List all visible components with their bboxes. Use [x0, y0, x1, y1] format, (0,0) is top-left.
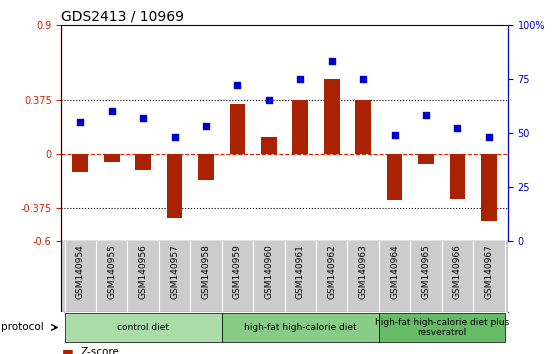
Point	[484, 134, 493, 140]
Bar	[167, 154, 182, 218]
Text: high-fat high-calorie diet: high-fat high-calorie diet	[244, 323, 357, 332]
Bar	[481, 154, 497, 221]
Text: GSM140965: GSM140965	[421, 244, 431, 299]
Text: Z-score: Z-score	[81, 347, 120, 354]
Point	[138, 115, 147, 120]
Point	[233, 82, 242, 88]
Point	[201, 124, 210, 129]
Text: GSM140957: GSM140957	[170, 244, 179, 299]
Bar	[222, 313, 379, 342]
Text: GSM140962: GSM140962	[327, 244, 336, 299]
Point	[107, 108, 116, 114]
Text: GSM140960: GSM140960	[264, 244, 273, 299]
Text: GSM140961: GSM140961	[296, 244, 305, 299]
Text: GSM140964: GSM140964	[390, 244, 399, 299]
Bar	[65, 313, 222, 342]
Bar	[135, 154, 151, 170]
Point	[328, 59, 336, 64]
Bar	[292, 101, 308, 154]
Text: GSM140963: GSM140963	[359, 244, 368, 299]
Bar	[355, 101, 371, 154]
Bar	[324, 80, 340, 154]
Point	[453, 126, 462, 131]
Point	[264, 97, 273, 103]
Bar	[450, 154, 465, 199]
Bar	[418, 154, 434, 164]
Point	[422, 113, 431, 118]
Point	[170, 134, 179, 140]
Point	[359, 76, 368, 81]
Text: high-fat high-calorie diet plus
resveratrol: high-fat high-calorie diet plus resverat…	[374, 318, 509, 337]
Text: control diet: control diet	[117, 323, 169, 332]
Point	[390, 132, 399, 138]
Bar	[261, 137, 277, 154]
Point	[76, 119, 85, 125]
Point	[296, 76, 305, 81]
Text: ■: ■	[61, 347, 73, 354]
Text: GSM140958: GSM140958	[201, 244, 210, 299]
Bar	[379, 313, 504, 342]
Bar	[198, 154, 214, 180]
Text: GSM140956: GSM140956	[138, 244, 148, 299]
Bar	[104, 154, 119, 161]
Bar	[73, 154, 88, 172]
Text: GSM140955: GSM140955	[107, 244, 116, 299]
Bar	[387, 154, 402, 200]
Text: GSM140967: GSM140967	[484, 244, 493, 299]
Text: GSM140959: GSM140959	[233, 244, 242, 299]
Text: GDS2413 / 10969: GDS2413 / 10969	[61, 10, 184, 24]
Text: GSM140954: GSM140954	[76, 244, 85, 299]
Bar	[229, 104, 246, 154]
Text: GSM140966: GSM140966	[453, 244, 462, 299]
Text: protocol: protocol	[1, 322, 44, 332]
